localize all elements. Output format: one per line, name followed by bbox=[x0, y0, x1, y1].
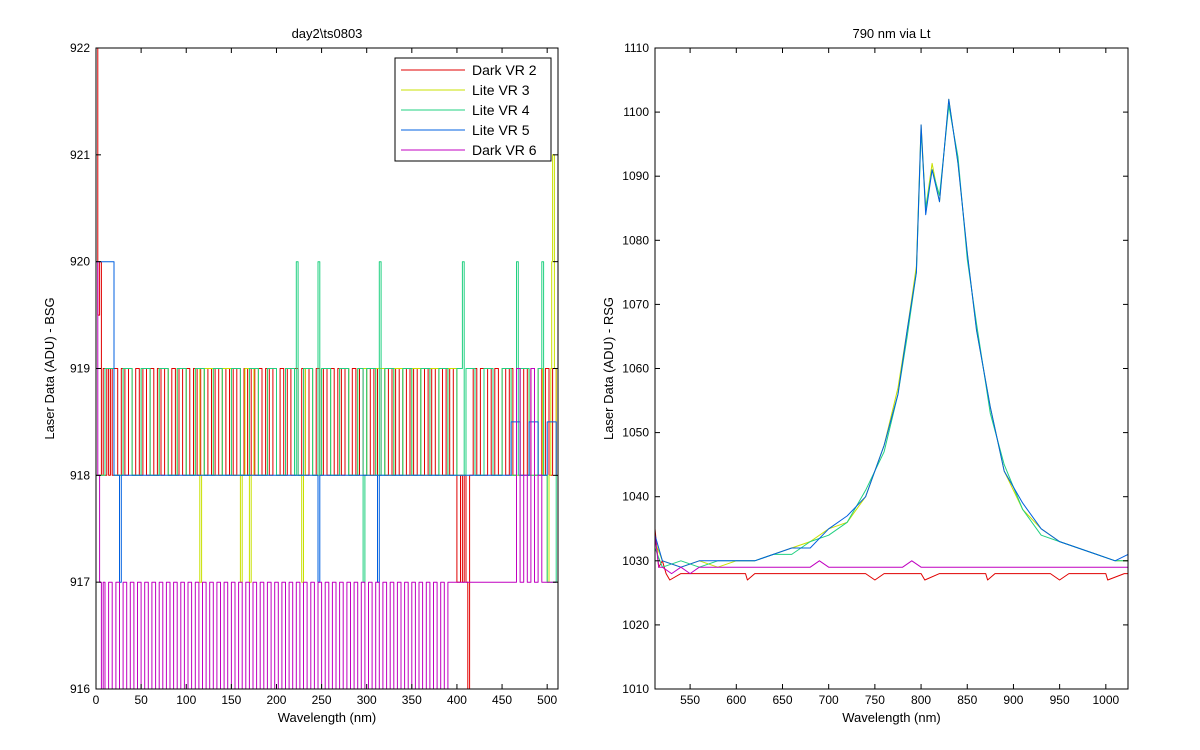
series-group bbox=[96, 48, 557, 689]
y-tick-label: 1070 bbox=[622, 297, 649, 311]
y-tick-label: 1110 bbox=[624, 41, 649, 55]
y-tick-label: 918 bbox=[70, 468, 90, 482]
legend-entry: Dark VR 2 bbox=[472, 62, 537, 78]
y-tick-label: 1020 bbox=[622, 618, 649, 632]
x-tick-label: 600 bbox=[726, 693, 746, 707]
series-line-dark-vr-6 bbox=[655, 535, 1128, 575]
x-tick-label: 500 bbox=[537, 693, 557, 707]
y-tick-label: 916 bbox=[70, 682, 90, 696]
x-tick-label: 900 bbox=[1003, 693, 1023, 707]
y-tick-label: 1040 bbox=[622, 490, 649, 504]
x-tick-label: 1000 bbox=[1092, 693, 1119, 707]
x-tick-label: 300 bbox=[357, 693, 377, 707]
x-tick-label: 800 bbox=[911, 693, 931, 707]
left-chart-panel: 0 50 100 150 200 250 300 350 400 450 500 916 917 918 9… bbox=[42, 26, 559, 725]
legend-entry: Dark VR 6 bbox=[472, 142, 537, 158]
y-tick-label: 922 bbox=[70, 41, 90, 55]
y-tick-label: 1090 bbox=[622, 169, 649, 183]
x-tick-label: 750 bbox=[865, 693, 885, 707]
y-axis-label: Laser Data (ADU) - RSG bbox=[601, 297, 616, 440]
x-tick-label: 450 bbox=[492, 693, 512, 707]
series-group bbox=[655, 98, 1128, 581]
x-tick-label: 850 bbox=[957, 693, 977, 707]
right-chart-panel: 550 600 650 700 750 800 850 900 950 1000 1010 1020 1… bbox=[601, 26, 1129, 725]
x-tick-label: 700 bbox=[819, 693, 839, 707]
y-axis-label: Laser Data (ADU) - BSG bbox=[42, 297, 57, 439]
y-tick-label: 1080 bbox=[622, 233, 649, 247]
series-line-dark-vr-6 bbox=[96, 261, 557, 689]
legend-entry: Lite VR 3 bbox=[472, 82, 530, 98]
x-tick-label: 350 bbox=[402, 693, 422, 707]
x-axis-label: Wavelength (nm) bbox=[842, 710, 941, 725]
y-tick-label: 1010 bbox=[622, 682, 649, 696]
y-tick-label: 917 bbox=[70, 575, 90, 589]
y-tick-label: 920 bbox=[70, 255, 90, 269]
legend-entry: Lite VR 4 bbox=[472, 102, 530, 118]
x-tick-label: 400 bbox=[447, 693, 467, 707]
series-line-lite-vr-5 bbox=[96, 261, 557, 583]
y-tick-label: 919 bbox=[70, 362, 90, 376]
x-tick-label: 150 bbox=[221, 693, 241, 707]
x-tick-label: 50 bbox=[134, 693, 148, 707]
x-tick-label: 250 bbox=[312, 693, 332, 707]
legend-entry: Lite VR 5 bbox=[472, 122, 530, 138]
y-tick-label: 921 bbox=[70, 148, 90, 162]
x-tick-label: 650 bbox=[772, 693, 792, 707]
y-tick-label: 1030 bbox=[622, 554, 649, 568]
plot-area bbox=[654, 47, 1129, 690]
y-tick-label: 1060 bbox=[622, 362, 649, 376]
x-tick-label: 200 bbox=[266, 693, 286, 707]
x-tick-label: 950 bbox=[1050, 693, 1070, 707]
y-tick-label: 1100 bbox=[623, 105, 649, 119]
x-axis-label: Wavelength (nm) bbox=[278, 710, 377, 725]
y-tick-label: 1050 bbox=[622, 426, 649, 440]
chart-title: 790 nm via Lt bbox=[852, 26, 930, 41]
series-line-lite-vr-5 bbox=[655, 98, 1128, 568]
x-tick-label: 100 bbox=[176, 693, 196, 707]
legend: Dark VR 2 Lite VR 3 Lite VR 4 Lite VR 5 Dark… bbox=[394, 57, 552, 162]
series-line-dark-vr-2 bbox=[655, 528, 1128, 581]
x-tick-label: 0 bbox=[93, 693, 100, 707]
x-tick-label: 550 bbox=[680, 693, 700, 707]
chart-title: day2\ts0803 bbox=[292, 26, 363, 41]
